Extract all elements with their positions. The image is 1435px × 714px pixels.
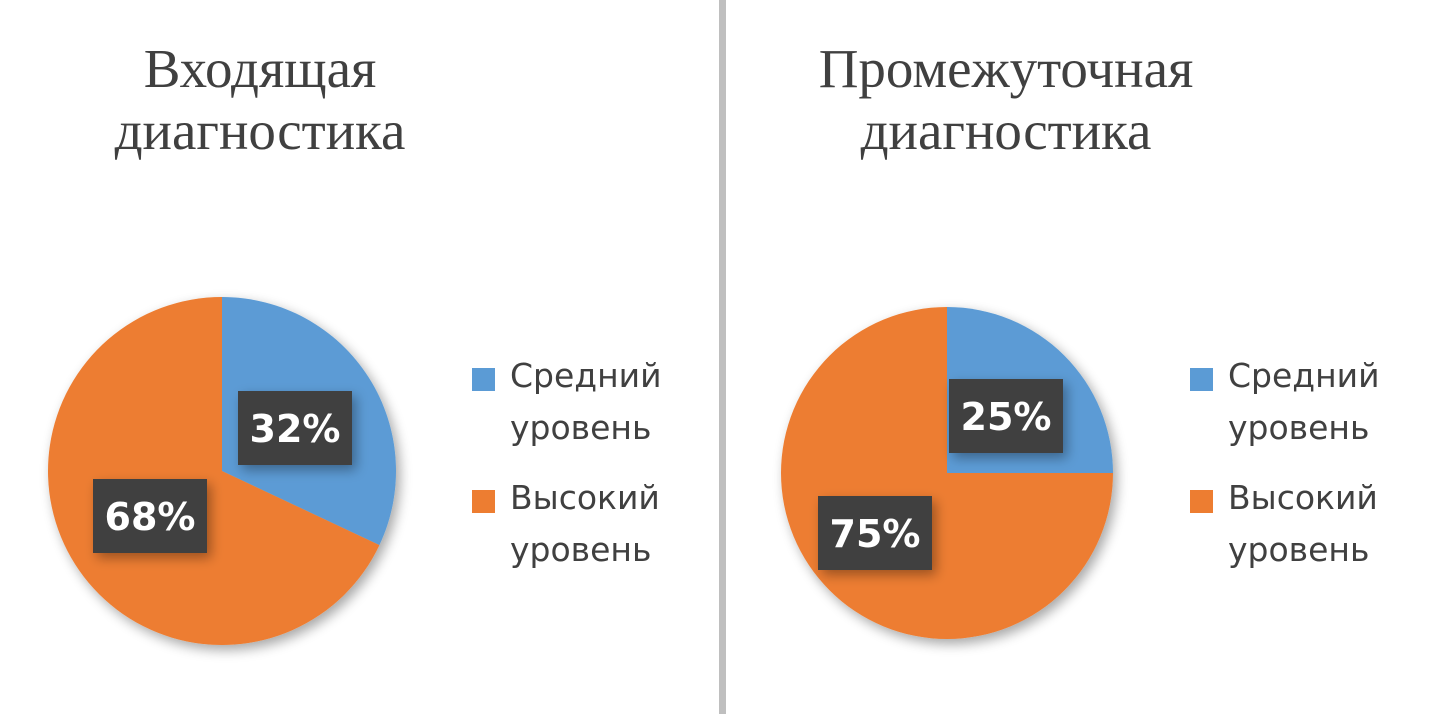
chart-title-line-2: диагностика — [114, 100, 406, 161]
pie-slices — [781, 307, 1113, 639]
pie-slices — [47, 297, 397, 645]
legend-label-medium-line-2: уровень — [1228, 408, 1370, 447]
legend-swatch-medium — [472, 368, 495, 391]
chart-title: Промежуточная диагностика — [696, 38, 1316, 162]
legend-swatch-high — [472, 490, 495, 513]
legend-swatch-high — [1190, 490, 1213, 513]
panel-divider — [719, 0, 726, 714]
legend-label-medium-line-1: Средний — [510, 356, 662, 395]
legend-item-high: Высокий уровень — [1190, 472, 1380, 576]
data-label-high: 68% — [93, 479, 207, 553]
chart-title-line-1: Входящая — [143, 38, 377, 99]
pie-chart: 25% 75% — [781, 307, 1113, 639]
data-label-high: 75% — [818, 496, 932, 570]
pie-slice-high — [47, 297, 380, 645]
chart-title-line-2: диагностика — [860, 100, 1152, 161]
data-label-medium: 32% — [238, 391, 352, 465]
data-label-box — [949, 379, 1063, 453]
chart-incoming: Входящая диагностика 32% 68% Средний уров… — [0, 38, 662, 645]
legend-item-high: Высокий уровень — [472, 472, 662, 576]
data-label-box — [93, 479, 207, 553]
legend-label-high-line-1: Высокий — [1228, 478, 1378, 517]
data-label-text: 32% — [250, 407, 341, 451]
legend-label-high-line-2: уровень — [1228, 530, 1370, 569]
chart-intermediate: Промежуточная диагностика 25% 75% Средний… — [728, 0, 1435, 714]
data-label-box — [238, 391, 352, 465]
pie-chart: 32% 68% — [47, 297, 397, 645]
chart-title: Входящая диагностика — [0, 38, 520, 162]
data-label-text: 75% — [830, 512, 921, 556]
legend-item-medium: Средний уровень — [1190, 350, 1380, 454]
legend-item-medium: Средний уровень — [472, 350, 662, 454]
data-label-text: 68% — [105, 495, 196, 539]
legend-label-high-line-2: уровень — [510, 530, 652, 569]
chart-title-line-1: Промежуточная — [818, 38, 1194, 99]
legend-swatch-medium — [1190, 368, 1213, 391]
legend-label-medium-line-2: уровень — [510, 408, 652, 447]
data-label-text: 25% — [961, 395, 1052, 439]
legend-label-high-line-1: Высокий — [510, 478, 660, 517]
legend: Средний уровень Высокий уровень — [472, 350, 662, 594]
data-label-box — [818, 496, 932, 570]
legend: Средний уровень Высокий уровень — [1190, 350, 1380, 594]
legend-label-medium-line-1: Средний — [1228, 356, 1380, 395]
data-label-medium: 25% — [949, 379, 1063, 453]
